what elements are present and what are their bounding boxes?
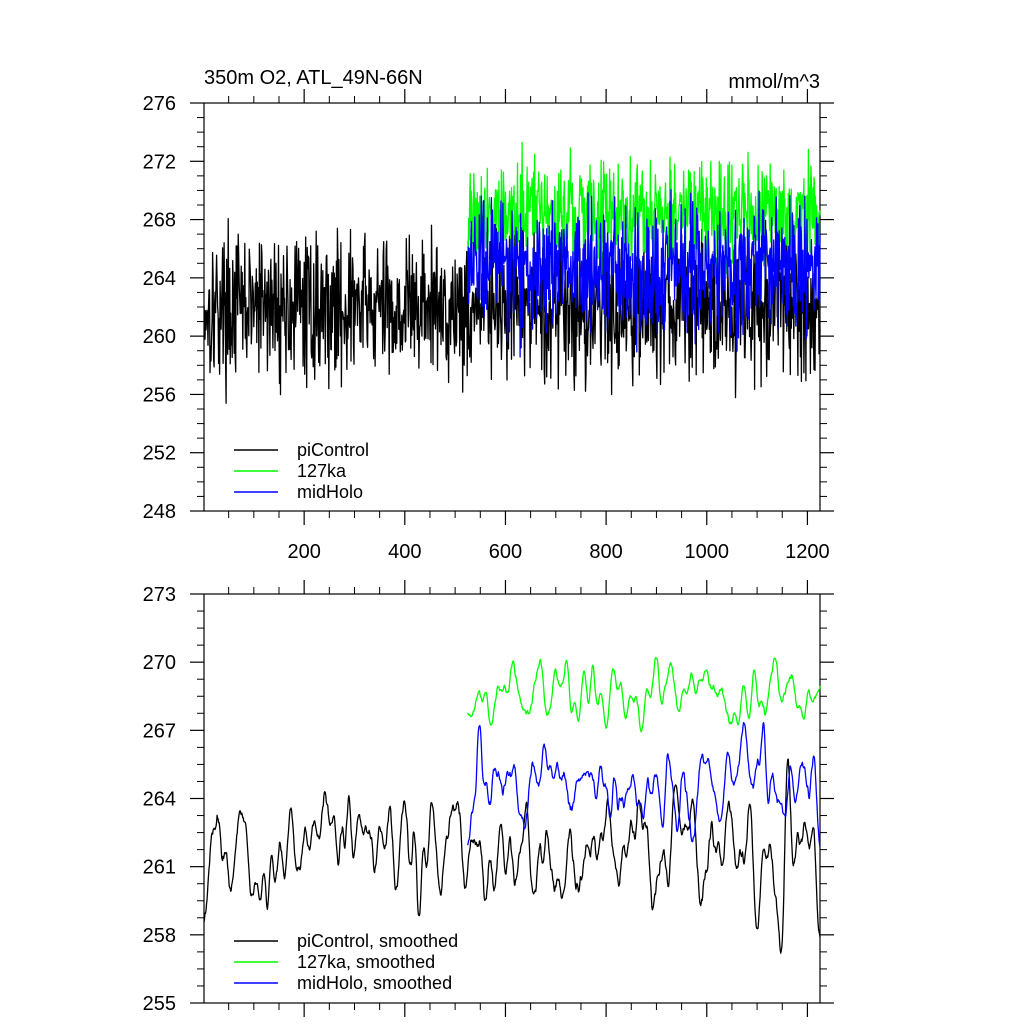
y-tick-label: 248 (143, 501, 176, 523)
y-tick-label: 273 (143, 584, 176, 606)
y-tick-label: 261 (143, 857, 176, 879)
y-tick-label: 276 (143, 93, 176, 115)
series-line-picontrol-smoothed (203, 758, 821, 954)
chart-title: 350m O2, ATL_49N-66N (204, 67, 423, 89)
legend-label: 127ka, smoothed (297, 952, 435, 972)
y-tick-label: 252 (143, 443, 176, 465)
series-line-midholo (467, 188, 821, 358)
legend-label: piControl, smoothed (297, 931, 458, 951)
x-tick-label: 600 (489, 541, 522, 563)
legend-label: piControl (297, 440, 369, 460)
units-label: mmol/m^3 (728, 71, 820, 93)
x-tick-label: 200 (287, 541, 320, 563)
x-tick-label: 1200 (785, 541, 830, 563)
y-tick-label: 256 (143, 384, 176, 406)
series-line-127ka (467, 141, 821, 282)
top-panel: 248 252 256 260 264 268 272 276 200 400 600 800 1000… (143, 67, 834, 563)
x-tick-label: 400 (388, 541, 421, 563)
y-tick-label: 264 (143, 789, 176, 811)
legend-label: midHolo, smoothed (297, 973, 452, 993)
legend-label: midHolo (297, 482, 363, 502)
y-tick-label: 272 (143, 151, 176, 173)
x-tick-label: 800 (589, 541, 622, 563)
bottom-panel: 255 258 261 264 267 270 273 piControl, smoothed… (143, 580, 834, 1017)
y-tick-label: 268 (143, 210, 176, 232)
x-tick-label: 1000 (685, 541, 730, 563)
series-line-midholo-smoothed (467, 722, 821, 847)
legend-label: 127ka (297, 461, 347, 481)
y-tick-label: 258 (143, 925, 176, 947)
y-tick-label: 264 (143, 268, 176, 290)
y-tick-label: 255 (143, 993, 176, 1015)
series-line-127ka-smoothed (467, 657, 821, 733)
y-tick-label: 267 (143, 720, 176, 742)
y-tick-label: 260 (143, 326, 176, 348)
y-tick-label: 270 (143, 652, 176, 674)
